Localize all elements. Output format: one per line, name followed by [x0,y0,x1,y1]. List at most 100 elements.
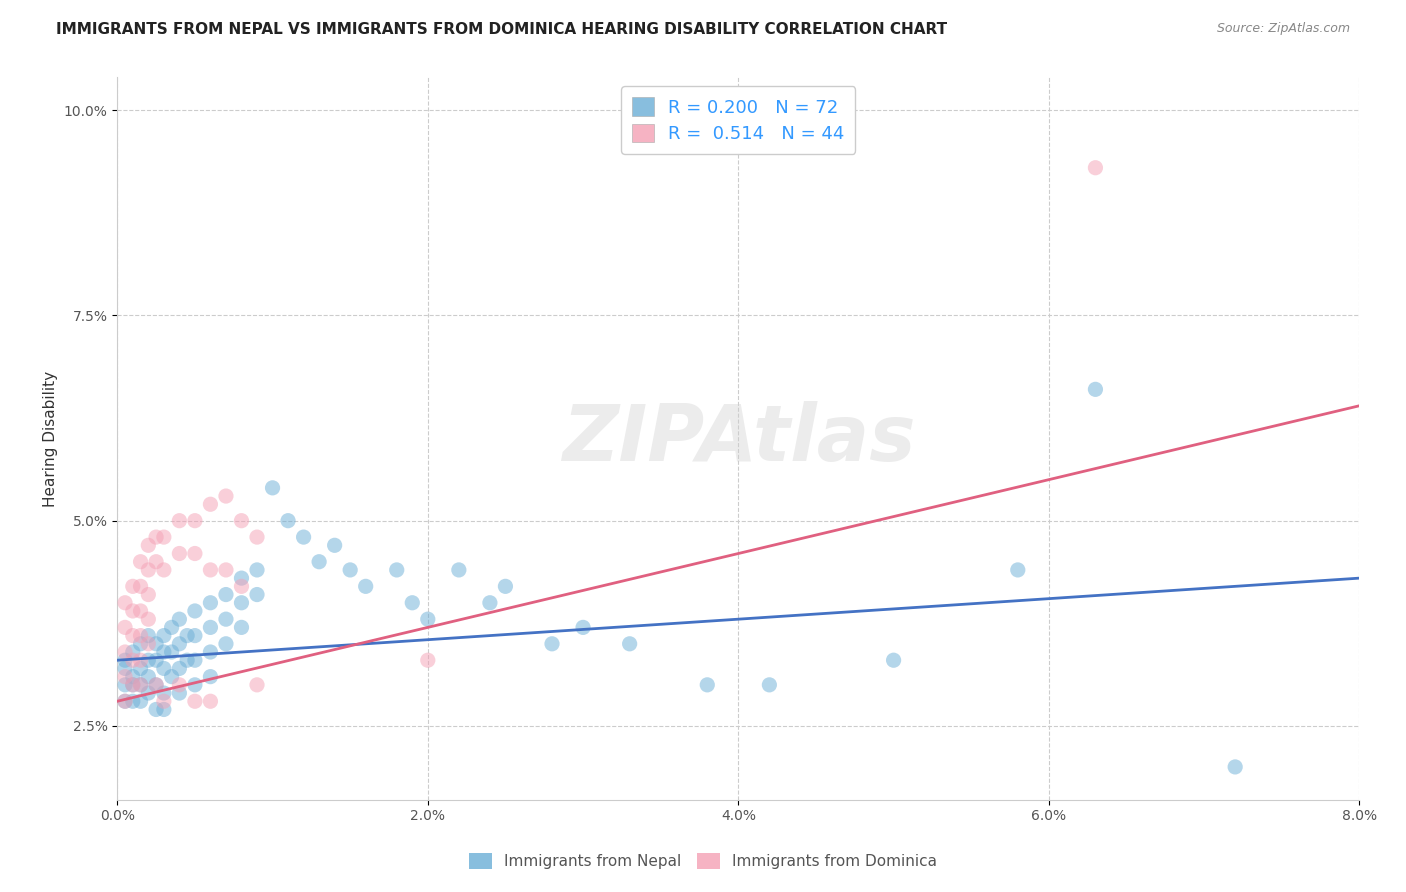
Point [200,596,222,610]
Point [121,670,143,684]
Point [136,538,159,552]
Point [1084,382,1107,396]
Point [129,629,152,643]
Point [121,579,143,593]
Point [145,637,167,651]
Point [145,678,167,692]
Point [200,645,222,659]
Point [401,596,423,610]
Point [129,637,152,651]
Point [153,629,176,643]
Point [114,694,136,708]
Point [169,514,191,528]
Point [883,653,905,667]
Point [114,645,136,659]
Point [176,653,198,667]
Point [160,670,183,684]
Point [121,678,143,692]
Point [184,653,207,667]
Point [114,678,136,692]
Point [200,563,222,577]
Point [339,563,361,577]
Point [184,547,207,561]
Point [129,555,152,569]
Point [231,596,253,610]
Point [1084,161,1107,175]
Point [153,702,176,716]
Point [121,629,143,643]
Point [129,661,152,675]
Point [121,694,143,708]
Point [277,514,299,528]
Point [416,612,439,626]
Point [145,555,167,569]
Point [114,596,136,610]
Point [246,563,269,577]
Point [494,579,516,593]
Legend: Immigrants from Nepal, Immigrants from Dominica: Immigrants from Nepal, Immigrants from D… [463,847,943,875]
Point [215,637,238,651]
Point [153,661,176,675]
Point [136,670,159,684]
Point [136,637,159,651]
Point [246,588,269,602]
Point [114,620,136,634]
Point [231,514,253,528]
Point [246,530,269,544]
Point [200,670,222,684]
Point [121,678,143,692]
Point [114,661,136,675]
Point [169,612,191,626]
Point [160,620,183,634]
Point [153,530,176,544]
Point [145,678,167,692]
Point [416,653,439,667]
Point [114,694,136,708]
Point [136,653,159,667]
Point [169,678,191,692]
Text: IMMIGRANTS FROM NEPAL VS IMMIGRANTS FROM DOMINICA HEARING DISABILITY CORRELATION: IMMIGRANTS FROM NEPAL VS IMMIGRANTS FROM… [56,22,948,37]
Point [478,596,501,610]
Point [758,678,780,692]
Point [447,563,470,577]
Point [1007,563,1029,577]
Point [136,629,159,643]
Legend: R = 0.200   N = 72, R =  0.514   N = 44: R = 0.200 N = 72, R = 0.514 N = 44 [621,87,855,154]
Point [572,620,595,634]
Point [354,579,377,593]
Point [385,563,408,577]
Point [215,588,238,602]
Point [114,653,136,667]
Point [153,686,176,700]
Point [136,563,159,577]
Point [129,678,152,692]
Point [200,694,222,708]
Point [129,678,152,692]
Point [292,530,315,544]
Y-axis label: Hearing Disability: Hearing Disability [44,370,58,507]
Point [184,514,207,528]
Point [136,686,159,700]
Point [184,694,207,708]
Point [200,620,222,634]
Point [184,604,207,618]
Point [169,661,191,675]
Point [169,686,191,700]
Point [136,588,159,602]
Point [129,604,152,618]
Point [153,645,176,659]
Point [231,571,253,585]
Point [121,645,143,659]
Point [184,629,207,643]
Point [184,678,207,692]
Point [200,497,222,511]
Point [114,670,136,684]
Text: Source: ZipAtlas.com: Source: ZipAtlas.com [1216,22,1350,36]
Point [262,481,284,495]
Point [153,694,176,708]
Point [145,653,167,667]
Point [231,620,253,634]
Point [308,555,330,569]
Point [129,694,152,708]
Point [696,678,718,692]
